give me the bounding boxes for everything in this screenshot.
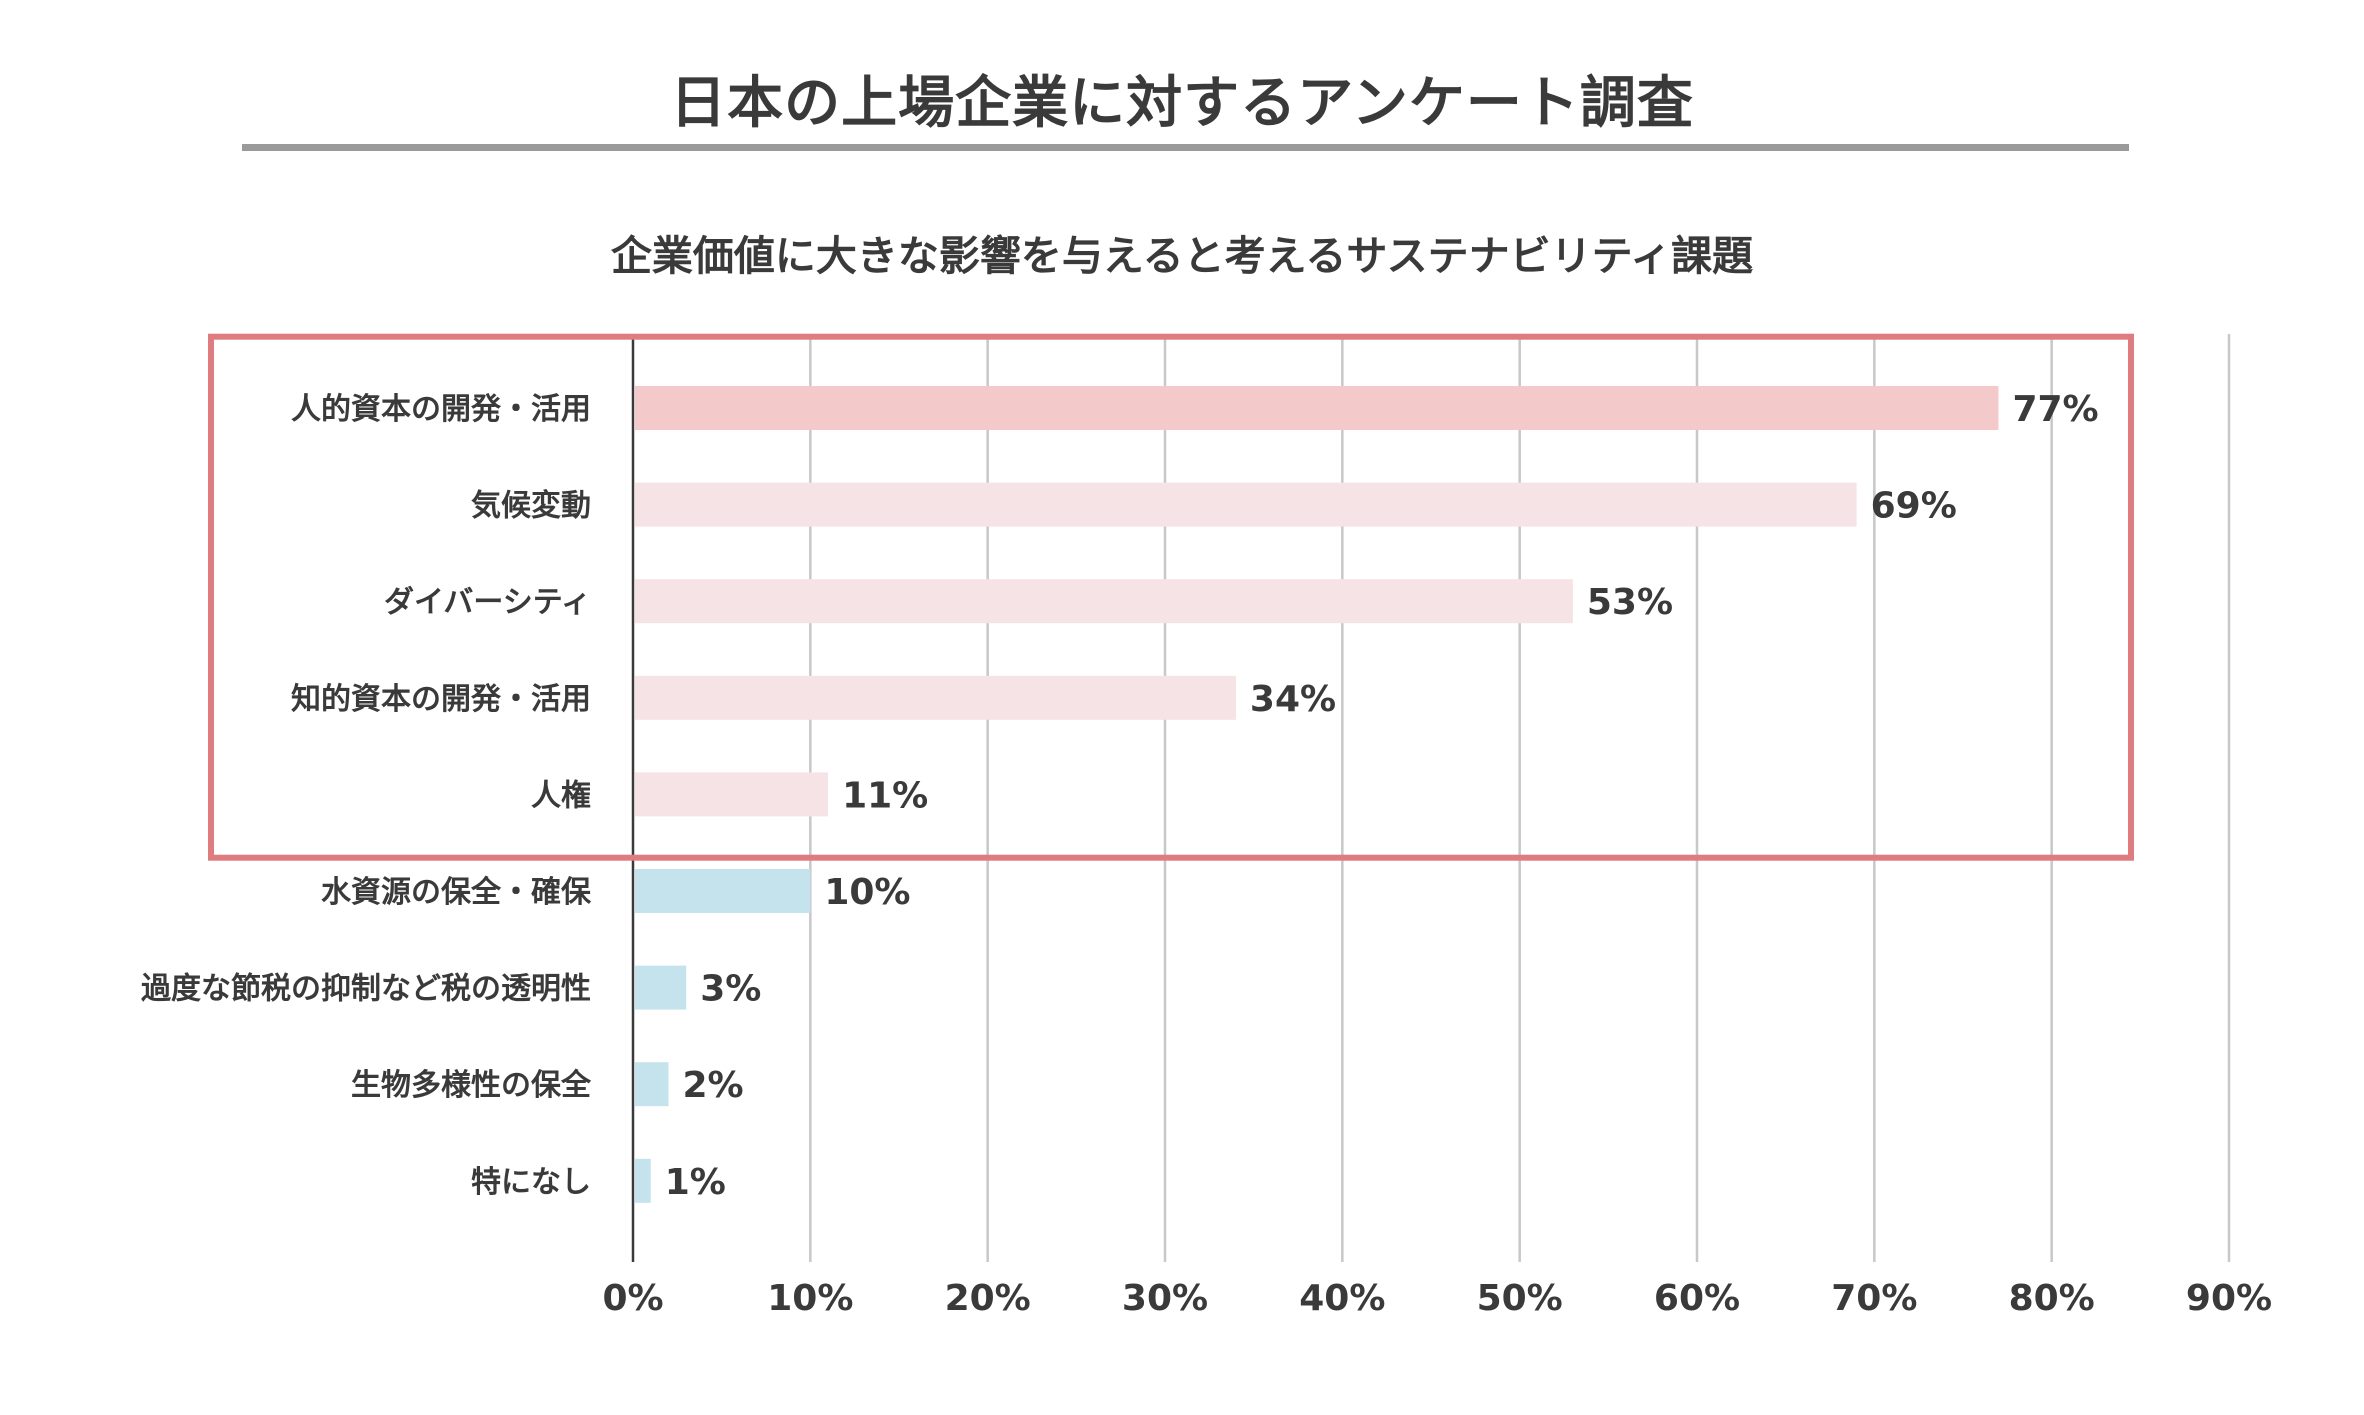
x-tick-label: 90% xyxy=(2186,1278,2272,1319)
x-tick-label: 50% xyxy=(1477,1278,1563,1319)
bar xyxy=(635,386,1999,430)
x-tick-label: 0% xyxy=(602,1278,663,1319)
bar xyxy=(635,482,1857,527)
category-label: 水資源の保全・確保 xyxy=(321,875,592,910)
category-label: 生物多様性の保全 xyxy=(351,1068,592,1103)
x-tick-label: 60% xyxy=(1654,1278,1740,1319)
category-label: 過度な節税の抑制など税の透明性 xyxy=(141,972,591,1007)
bar xyxy=(635,1158,651,1203)
category-label: 人的資本の開発・活用 xyxy=(291,392,591,427)
category-label: ダイバーシティ xyxy=(384,585,591,620)
bar xyxy=(635,579,1573,624)
category-label: 特になし xyxy=(471,1165,591,1200)
data-label: 77% xyxy=(2012,389,2098,430)
x-tick-label: 70% xyxy=(1831,1278,1917,1319)
bar xyxy=(635,675,1236,720)
chart-title: 企業価値に大きな影響を与えると考えるサステナビリティ課題 xyxy=(610,232,1754,280)
x-tick-label: 10% xyxy=(767,1278,853,1319)
data-label: 1% xyxy=(665,1162,726,1203)
bar xyxy=(635,869,811,913)
data-label: 34% xyxy=(1250,679,1336,720)
main-title: 日本の上場企業に対するアンケート調査 xyxy=(670,71,1694,136)
bar xyxy=(635,965,687,1010)
x-tick-label: 30% xyxy=(1122,1278,1208,1319)
title-divider xyxy=(242,144,2129,151)
x-tick-label: 80% xyxy=(2009,1278,2095,1319)
data-label: 69% xyxy=(1871,486,1957,527)
category-label: 人権 xyxy=(531,778,591,813)
data-label: 10% xyxy=(824,872,910,913)
data-label: 3% xyxy=(700,969,761,1010)
bar xyxy=(635,772,829,817)
x-tick-label: 20% xyxy=(945,1278,1031,1319)
x-tick-label: 40% xyxy=(1299,1278,1385,1319)
data-label: 2% xyxy=(682,1065,743,1106)
data-label: 11% xyxy=(842,775,928,816)
category-label: 気候変動 xyxy=(471,489,591,524)
bar xyxy=(635,1062,669,1107)
data-label: 53% xyxy=(1587,582,1673,623)
category-label: 知的資本の開発・活用 xyxy=(291,682,591,717)
highlight-box xyxy=(208,333,2134,861)
